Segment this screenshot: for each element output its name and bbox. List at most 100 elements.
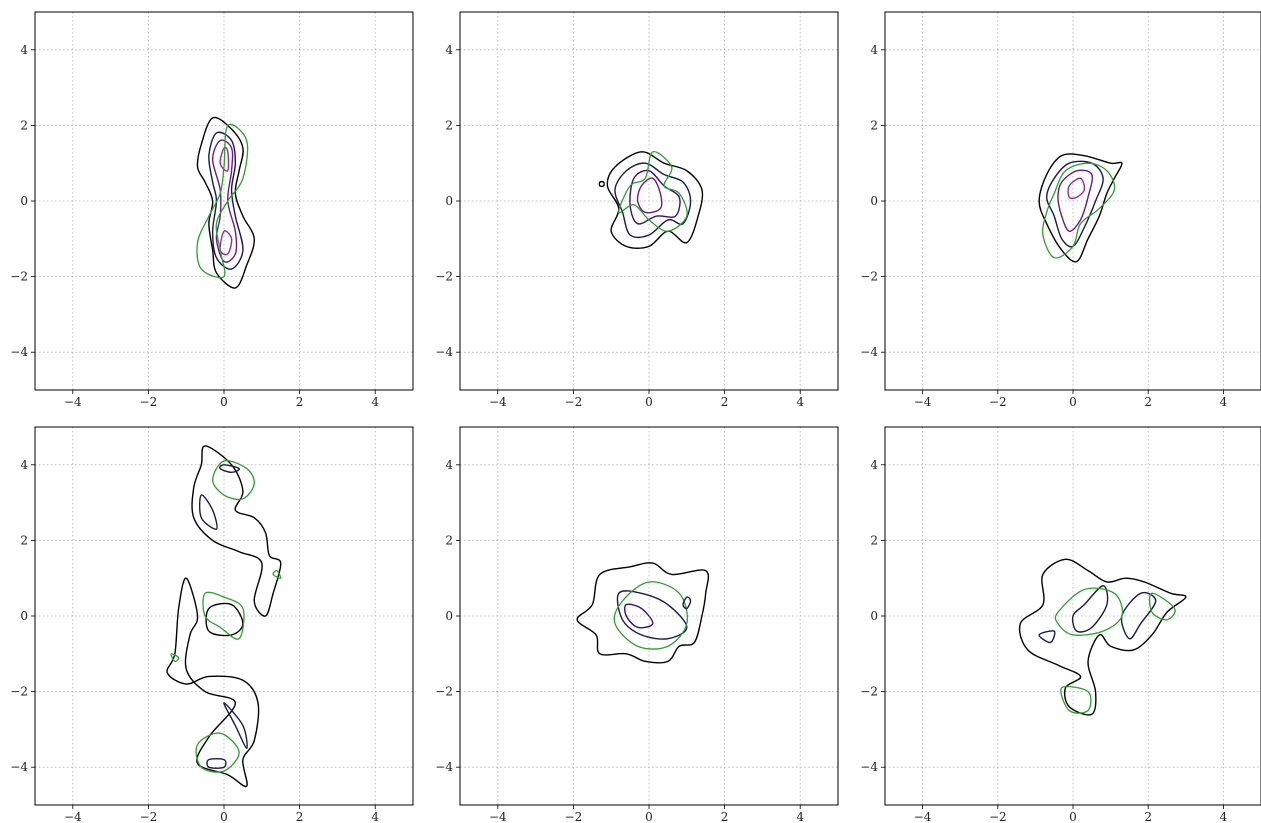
y-tick-label: 4: [445, 458, 453, 472]
density-contour: [219, 146, 230, 172]
density-contour: [1057, 169, 1093, 232]
density-contour: [196, 116, 255, 289]
contour-group: [576, 562, 710, 664]
contour-group: [166, 445, 282, 788]
x-tick-label: 2: [296, 810, 304, 823]
density-contour: [1071, 585, 1109, 633]
density-contour: [219, 464, 240, 474]
x-tick-label: −4: [489, 395, 507, 409]
contour-group: [196, 116, 255, 289]
panel-top-right: −4 −2 0 2 4 −4 −2 0 2 4: [860, 11, 1261, 409]
y-tick-label: 0: [20, 194, 28, 208]
density-contour: [205, 602, 244, 637]
density-contour: [198, 494, 218, 530]
reference-contour: [1054, 587, 1124, 636]
density-contour: [223, 702, 248, 749]
density-contour: [166, 577, 260, 788]
y-tick-label: −4: [10, 345, 28, 359]
panel-bottom-left: −4 −2 0 2 4 −4 −2 0 2 4: [10, 426, 414, 823]
x-tick-label: 0: [1069, 810, 1077, 823]
y-tick-label: 4: [870, 43, 878, 57]
density-contour: [616, 590, 688, 640]
x-tick-label: 0: [1069, 395, 1077, 409]
y-tick-label: 2: [20, 533, 28, 547]
x-tick-label: 0: [220, 810, 228, 823]
x-tick-label: −4: [64, 395, 82, 409]
x-tick-label: −4: [489, 810, 507, 823]
panel-bottom-right: −4 −2 0 2 4 −4 −2 0 2 4: [860, 426, 1261, 823]
x-tick-label: 4: [371, 395, 379, 409]
density-contour: [1038, 630, 1056, 644]
y-tick-label: −2: [435, 685, 453, 699]
density-contour: [219, 230, 233, 256]
x-tick-label: 0: [645, 395, 653, 409]
x-tick-label: −2: [565, 395, 583, 409]
y-tick-label: −4: [435, 345, 453, 359]
reference-contour: [170, 653, 180, 663]
density-contour: [1018, 558, 1187, 716]
x-tick-label: 2: [1144, 810, 1152, 823]
density-contour: [629, 169, 681, 225]
x-tick-label: 4: [1220, 395, 1228, 409]
reference-contour: [272, 569, 282, 579]
contour-group: [1038, 153, 1123, 263]
reference-contour: [618, 151, 688, 232]
reference-contour: [212, 459, 255, 501]
y-tick-label: 2: [445, 118, 453, 132]
density-contour: [206, 757, 227, 769]
x-tick-label: 2: [721, 395, 729, 409]
y-tick-label: 0: [20, 609, 28, 623]
x-tick-label: −4: [64, 810, 82, 823]
density-contour: [191, 445, 282, 617]
y-tick-label: −2: [10, 685, 28, 699]
y-tick-label: 2: [870, 533, 878, 547]
y-tick-label: −4: [860, 760, 878, 774]
x-tick-label: 2: [1144, 395, 1152, 409]
y-tick-label: −2: [435, 270, 453, 284]
x-tick-label: 4: [1220, 810, 1228, 823]
density-contour: [598, 180, 605, 188]
y-tick-label: 0: [870, 609, 878, 623]
density-contour: [208, 131, 244, 270]
y-tick-label: 2: [870, 118, 878, 132]
y-tick-label: 4: [870, 458, 878, 472]
x-tick-label: 0: [220, 395, 228, 409]
panel-top-center: −4 −2 0 2 4 −4 −2 0 2 4: [435, 11, 839, 409]
x-tick-label: −4: [914, 810, 932, 823]
reference-contour: [1060, 685, 1092, 714]
density-contour: [623, 603, 654, 629]
density-contour: [1067, 177, 1086, 200]
x-tick-label: −2: [140, 810, 158, 823]
x-tick-label: −4: [914, 395, 932, 409]
contour-group: [1018, 558, 1187, 716]
density-contour: [1120, 592, 1157, 640]
density-contour: [682, 596, 692, 610]
y-tick-label: 2: [20, 118, 28, 132]
x-tick-label: −2: [140, 395, 158, 409]
panel-top-left: −4 −2 0 2 4 −4 −2 0 2 4: [10, 11, 414, 409]
reference-contour: [1041, 162, 1116, 259]
reference-contour: [195, 732, 240, 773]
density-contour: [1045, 160, 1104, 248]
y-tick-label: −2: [10, 270, 28, 284]
reference-contour: [202, 591, 245, 640]
x-tick-label: 4: [796, 810, 804, 823]
y-tick-label: −4: [10, 760, 28, 774]
x-tick-label: −2: [989, 810, 1007, 823]
x-tick-label: 4: [796, 395, 804, 409]
y-tick-label: 0: [870, 194, 878, 208]
y-tick-label: 4: [20, 458, 28, 472]
y-tick-label: −4: [435, 760, 453, 774]
density-contour: [614, 162, 692, 239]
x-tick-label: −2: [989, 395, 1007, 409]
density-contour: [636, 177, 663, 214]
panel-bottom-center: −4 −2 0 2 4 −4 −2 0 2 4: [435, 426, 839, 823]
y-tick-label: −2: [860, 685, 878, 699]
reference-contour: [196, 123, 249, 279]
y-tick-label: 2: [445, 533, 453, 547]
y-tick-label: 4: [445, 43, 453, 57]
contour-group: [598, 151, 704, 249]
density-contour: [606, 151, 704, 249]
reference-contour: [613, 581, 688, 650]
y-tick-label: 0: [445, 609, 453, 623]
